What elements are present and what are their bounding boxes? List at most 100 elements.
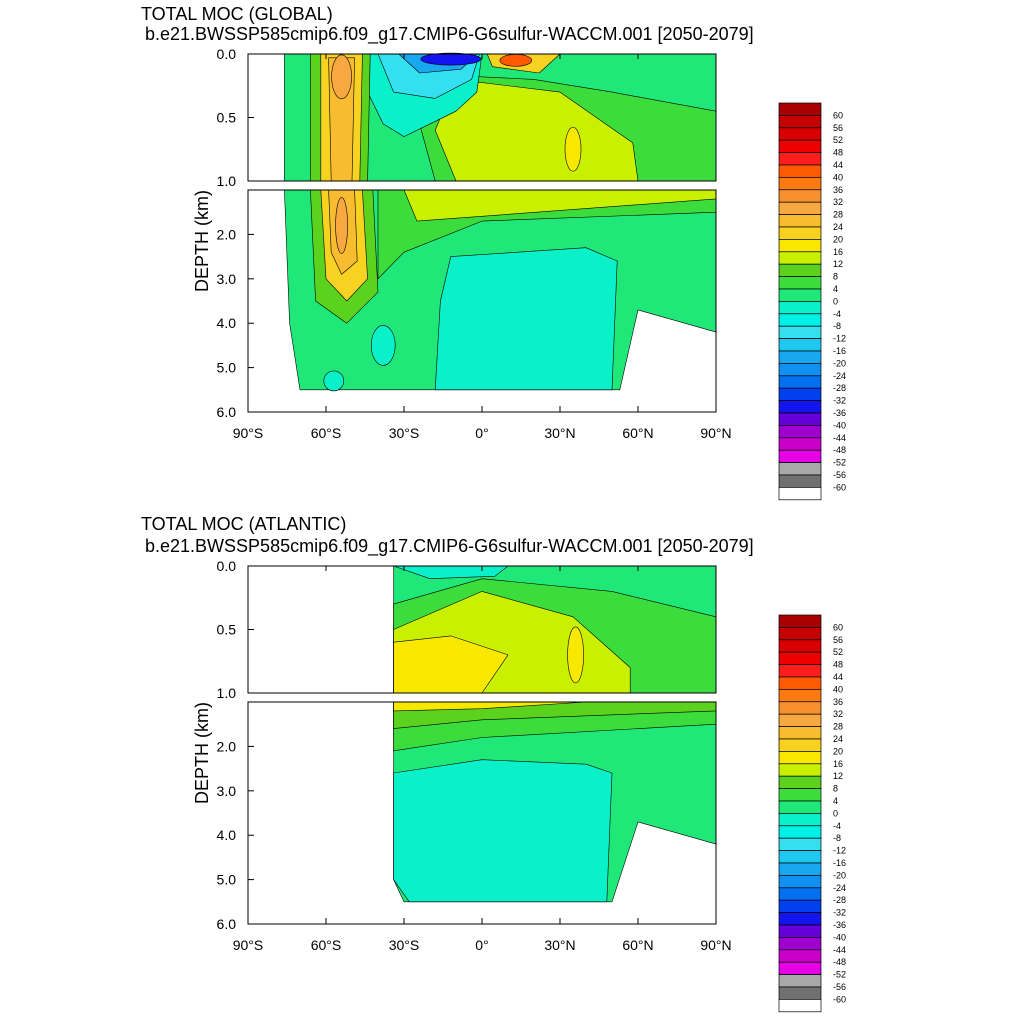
colorbar-swatch <box>778 813 822 827</box>
colorbar-label: -24 <box>833 883 846 893</box>
colorbar-swatch <box>778 102 822 116</box>
colorbar-label: 8 <box>833 784 838 794</box>
colorbar-label: 0 <box>833 296 838 306</box>
x-tick-label: 30°S <box>389 937 420 953</box>
colorbar-swatch <box>778 288 822 302</box>
colorbar-label: -32 <box>833 396 846 406</box>
y-tick-label: 5.0 <box>217 872 237 888</box>
colorbar-label: -24 <box>833 371 846 381</box>
colorbar-label: 28 <box>833 210 843 220</box>
colorbar-label: -20 <box>833 358 846 368</box>
colorbar-swatch <box>778 400 822 414</box>
colorbar-swatch <box>778 251 822 265</box>
x-tick-label: 60°N <box>622 937 653 953</box>
colorbar-label: 44 <box>833 160 843 170</box>
colorbar-swatch <box>778 177 822 191</box>
y-tick-label: 0.0 <box>217 558 237 574</box>
colorbar-label: -32 <box>833 908 846 918</box>
colorbar-swatch <box>778 726 822 740</box>
colorbar-swatch <box>778 800 822 814</box>
colorbar-swatch <box>778 937 822 951</box>
colorbar-swatch <box>778 738 822 752</box>
y-tick-label: 3.0 <box>217 271 237 287</box>
x-tick-label: 60°S <box>311 425 342 441</box>
y-tick-label: 2.0 <box>217 738 237 754</box>
y-tick-label: 0.5 <box>217 110 237 126</box>
colorbar-label: -48 <box>833 445 846 455</box>
colorbar-label: -8 <box>833 321 841 331</box>
colorbar-swatch <box>778 325 822 339</box>
colorbar-label: -48 <box>833 957 846 967</box>
colorbar-swatch <box>778 412 822 426</box>
chart-title: TOTAL MOC (ATLANTIC) <box>141 514 347 534</box>
colorbar-swatch <box>778 986 822 1000</box>
colorbar-swatch <box>778 201 822 215</box>
colorbar-label: 52 <box>833 135 843 145</box>
y-tick-label: 5.0 <box>217 360 237 376</box>
contour-region-16 <box>567 626 584 684</box>
x-tick-label: 30°N <box>544 937 575 953</box>
x-tick-label: 0° <box>475 425 488 441</box>
colorbar-swatch <box>778 226 822 240</box>
colorbar-swatch <box>778 639 822 653</box>
colorbar-swatch <box>778 961 822 975</box>
colorbar-label: 4 <box>833 796 838 806</box>
colorbar-label: -56 <box>833 982 846 992</box>
colorbar-label: -44 <box>833 945 846 955</box>
chart-subtitle: b.e21.BWSSP585cmip6.f09_g17.CMIP6-G6sulf… <box>145 24 754 44</box>
colorbar-label: 60 <box>833 110 843 120</box>
colorbar-swatch <box>778 949 822 963</box>
contour-region-36 <box>499 54 533 67</box>
colorbar-swatch <box>778 425 822 439</box>
colorbar-swatch <box>778 689 822 703</box>
colorbar-swatch <box>778 214 822 228</box>
atlantic-contours <box>393 565 717 903</box>
colorbar-label: -40 <box>833 420 846 430</box>
y-tick-label: 0.5 <box>217 622 237 638</box>
colorbar-swatch <box>778 974 822 988</box>
colorbar-label: 12 <box>833 259 843 269</box>
colorbar-swatch <box>778 462 822 476</box>
contour-region-neg36 <box>420 52 482 66</box>
colorbar-swatch <box>778 363 822 377</box>
colorbar-label: 52 <box>833 647 843 657</box>
colorbar-swatch <box>778 276 822 290</box>
colorbar-label: -44 <box>833 433 846 443</box>
colorbar-swatch <box>778 350 822 364</box>
colorbar-label: 36 <box>833 697 843 707</box>
colorbar-label: 48 <box>833 148 843 158</box>
colorbar-swatch <box>778 701 822 715</box>
colorbar-label: 56 <box>833 635 843 645</box>
colorbar-swatch <box>778 627 822 641</box>
atlantic-moc-chart: 90°S 60°S 30°S 0° 30°N 60°N 90°N 0.0 0.5 1.0 2.0 3.… <box>192 558 846 1013</box>
contour-region-16 <box>393 635 509 694</box>
colorbar-swatch <box>778 924 822 938</box>
colorbar-label: 20 <box>833 746 843 756</box>
y-tick-label: 4.0 <box>217 315 237 331</box>
contour-region-neg4 <box>323 370 345 392</box>
colorbar-swatch <box>778 999 822 1013</box>
colorbar-swatch <box>778 614 822 628</box>
x-tick-label: 30°S <box>389 425 420 441</box>
colorbar-swatch <box>778 387 822 401</box>
x-tick-label: 90°S <box>233 425 264 441</box>
colorbar-label: -60 <box>833 482 846 492</box>
contour-region-16 <box>564 126 582 172</box>
colorbar-label: 0 <box>833 808 838 818</box>
colorbar-label: -36 <box>833 408 846 418</box>
colorbar: 60565248444036322824201612840-4-8-12-16-… <box>778 614 846 1013</box>
colorbar-label: -20 <box>833 870 846 880</box>
colorbar-label: -28 <box>833 383 846 393</box>
colorbar-label: 48 <box>833 660 843 670</box>
colorbar-label: 24 <box>833 734 843 744</box>
y-tick-label: 1.0 <box>217 685 237 701</box>
colorbar-label: -12 <box>833 846 846 856</box>
chart-title: TOTAL MOC (GLOBAL) <box>141 4 333 24</box>
chart-subtitle: b.e21.BWSSP585cmip6.f09_g17.CMIP6-G6sulf… <box>145 536 754 556</box>
colorbar-swatch <box>778 763 822 777</box>
colorbar-label: -12 <box>833 334 846 344</box>
contour-region-neg4 <box>370 325 396 366</box>
colorbar-swatch <box>778 837 822 851</box>
colorbar-swatch <box>778 437 822 451</box>
colorbar-label: -4 <box>833 821 841 831</box>
